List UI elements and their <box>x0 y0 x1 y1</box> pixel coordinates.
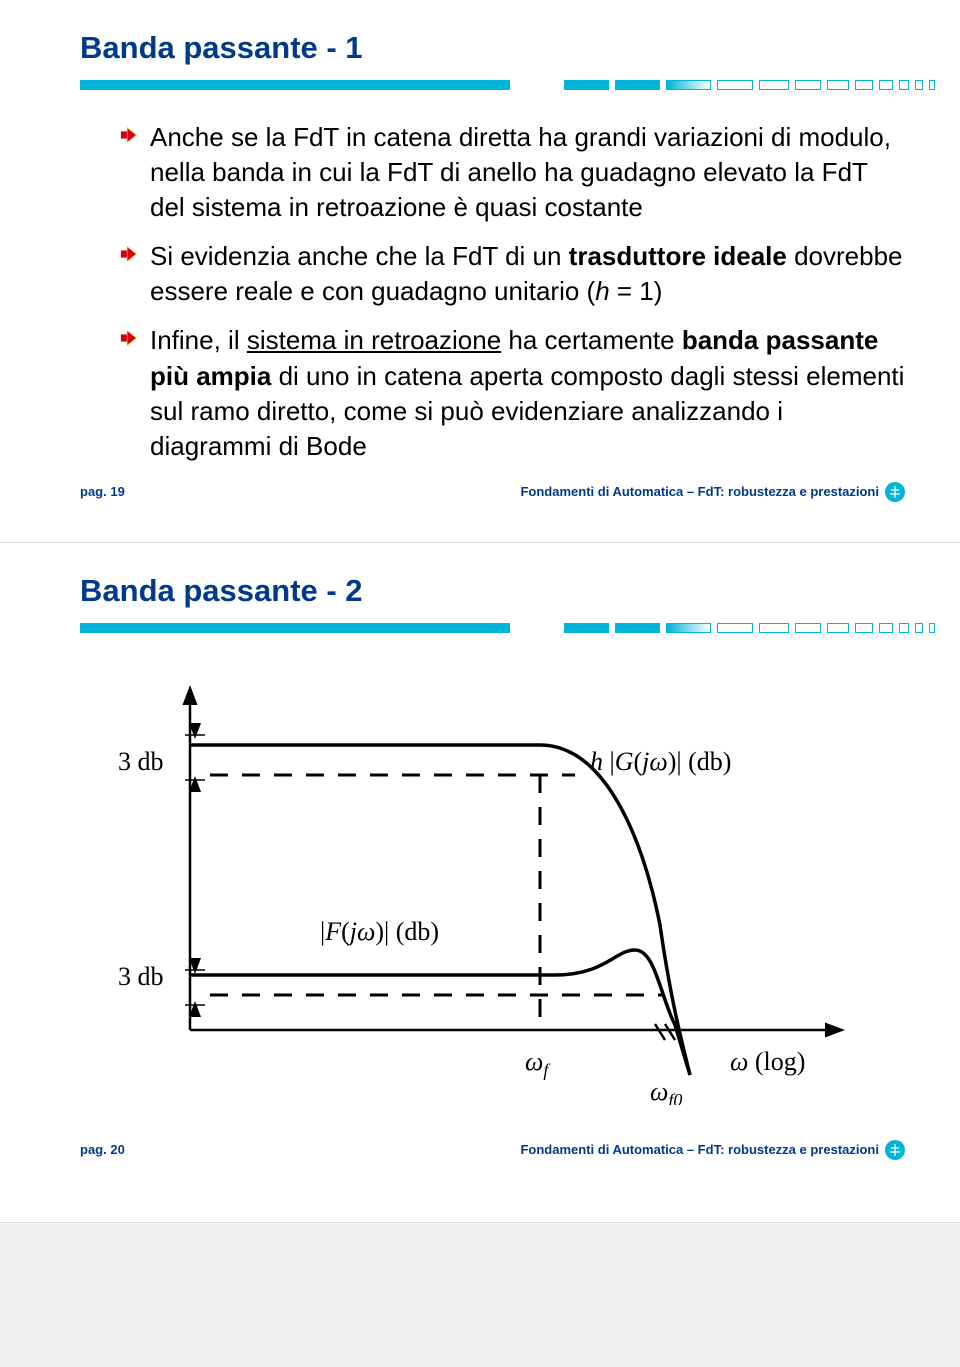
footer-right-2: Fondamenti di Automatica – FdT: robustez… <box>520 1140 905 1160</box>
bullet-text: Infine, il sistema in retroazione ha cer… <box>150 325 904 460</box>
slide-1-title: Banda passante - 1 <box>80 30 905 66</box>
divider-segment <box>717 80 753 90</box>
page-number-1: pag. 19 <box>80 484 125 499</box>
bullet-item: Si evidenzia anche che la FdT di un tras… <box>120 239 905 309</box>
divider-segment <box>929 623 935 633</box>
divider-segment <box>615 80 660 90</box>
divider-segment <box>666 623 711 633</box>
footer-text-2: Fondamenti di Automatica – FdT: robustez… <box>520 1142 879 1157</box>
divider-segment <box>929 80 935 90</box>
divider-segment <box>564 623 609 633</box>
footer-icon-1 <box>885 482 905 502</box>
bullet-text: Anche se la FdT in catena diretta ha gra… <box>150 122 891 222</box>
divider-segment <box>855 80 873 90</box>
svg-text:ω (log): ω (log) <box>730 1047 805 1076</box>
svg-text:ωf: ωf <box>525 1047 551 1080</box>
divider-segment <box>564 80 609 90</box>
divider-segment <box>879 623 893 633</box>
divider-segments-1 <box>564 80 935 90</box>
svg-text:|F(jω)| (db): |F(jω)| (db) <box>320 917 439 946</box>
divider-segment <box>759 80 789 90</box>
divider-segment <box>795 623 821 633</box>
bullet-list-1: Anche se la FdT in catena diretta ha gra… <box>80 120 905 464</box>
bullet-item: Infine, il sistema in retroazione ha cer… <box>120 323 905 463</box>
divider-segment <box>795 80 821 90</box>
divider-2 <box>80 621 905 635</box>
slide-1: Banda passante - 1 Anche se la FdT in ca… <box>0 0 960 543</box>
footer-text-1: Fondamenti di Automatica – FdT: robustez… <box>520 484 879 499</box>
divider-segment <box>899 80 909 90</box>
divider-segments-2 <box>564 623 935 633</box>
divider-segment <box>827 80 849 90</box>
bode-svg: 3 db 3 db h |G(jω)| (db) |F(jω)| (db) ωf ωf0 ω… <box>100 675 860 1105</box>
slide-2-title: Banda passante - 2 <box>80 573 905 609</box>
slide-2: Banda passante - 2 3 db 3 db h |G(jω)| (db… <box>0 543 960 1223</box>
divider-solid-2 <box>80 623 510 633</box>
bullet-item: Anche se la FdT in catena diretta ha gra… <box>120 120 905 225</box>
footer-1: pag. 19 Fondamenti di Automatica – FdT: … <box>80 482 905 502</box>
divider-segment <box>827 623 849 633</box>
bullet-text: Si evidenzia anche che la FdT di un tras… <box>150 241 903 306</box>
divider-segment <box>615 623 660 633</box>
divider-segment <box>666 80 711 90</box>
divider-1 <box>80 78 905 92</box>
divider-segment <box>915 80 923 90</box>
svg-text:3 db: 3 db <box>118 962 164 991</box>
divider-segment <box>759 623 789 633</box>
divider-segment <box>855 623 873 633</box>
divider-solid <box>80 80 510 90</box>
divider-segment <box>899 623 909 633</box>
footer-right-1: Fondamenti di Automatica – FdT: robustez… <box>520 482 905 502</box>
svg-text:ωf0: ωf0 <box>650 1077 682 1105</box>
divider-segment <box>717 623 753 633</box>
page-number-2: pag. 20 <box>80 1142 125 1157</box>
footer-2: pag. 20 Fondamenti di Automatica – FdT: … <box>80 1140 905 1160</box>
footer-icon-2 <box>885 1140 905 1160</box>
divider-segment <box>915 623 923 633</box>
divider-segment <box>879 80 893 90</box>
svg-text:3 db: 3 db <box>118 747 164 776</box>
svg-text:h |G(jω)| (db): h |G(jω)| (db) <box>590 747 731 776</box>
bode-chart: 3 db 3 db h |G(jω)| (db) |F(jω)| (db) ωf ωf0 ω… <box>100 675 885 1110</box>
